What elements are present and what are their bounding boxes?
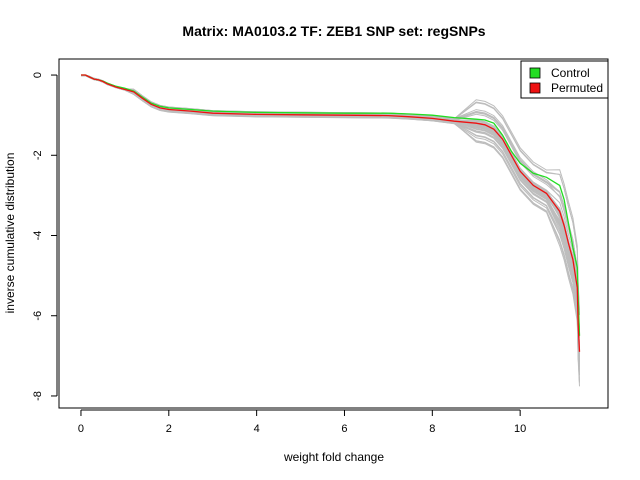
x-tick-label: 4 bbox=[254, 423, 260, 435]
permutation-line bbox=[81, 74, 580, 349]
series-line-permuted bbox=[81, 74, 581, 352]
permutation-line bbox=[81, 74, 580, 365]
y-axis-label: inverse cumulative distribution bbox=[3, 153, 17, 314]
plot-frame bbox=[58, 58, 609, 409]
x-tick-label: 10 bbox=[514, 423, 526, 435]
permutation-line bbox=[81, 74, 580, 364]
x-tick-label: 6 bbox=[341, 423, 347, 435]
permutation-line bbox=[81, 75, 580, 361]
permutation-line bbox=[81, 74, 580, 311]
x-tick-label: 8 bbox=[429, 423, 435, 435]
legend-swatch-control bbox=[529, 67, 541, 79]
x-tick-label: 0 bbox=[78, 423, 84, 435]
y-tick-label: -8 bbox=[32, 391, 44, 401]
y-tick-label: -6 bbox=[32, 311, 44, 321]
legend-label-control: Control bbox=[551, 66, 590, 80]
legend-swatch-permuted bbox=[529, 82, 541, 94]
x-axis-label: weight fold change bbox=[283, 450, 384, 464]
y-tick-label: 0 bbox=[32, 72, 44, 78]
chart-title: Matrix: MA0103.2 TF: ZEB1 SNP set: regSN… bbox=[182, 23, 485, 39]
y-tick-label: -2 bbox=[32, 150, 44, 160]
y-tick-label: -4 bbox=[32, 231, 44, 241]
series-line-control bbox=[81, 74, 581, 336]
permutation-line bbox=[81, 74, 580, 315]
legend-label-permuted: Permuted bbox=[551, 81, 603, 95]
permutation-line bbox=[81, 75, 580, 362]
x-axis: 0 2 4 6 8 10 bbox=[78, 409, 526, 435]
bg-lines-layer bbox=[81, 74, 580, 387]
permutation-line bbox=[81, 75, 580, 362]
x-tick-label: 2 bbox=[166, 423, 172, 435]
permutation-line bbox=[81, 74, 580, 315]
series-layer bbox=[81, 74, 581, 352]
y-axis: 0 -2 -4 -6 -8 bbox=[32, 72, 58, 401]
